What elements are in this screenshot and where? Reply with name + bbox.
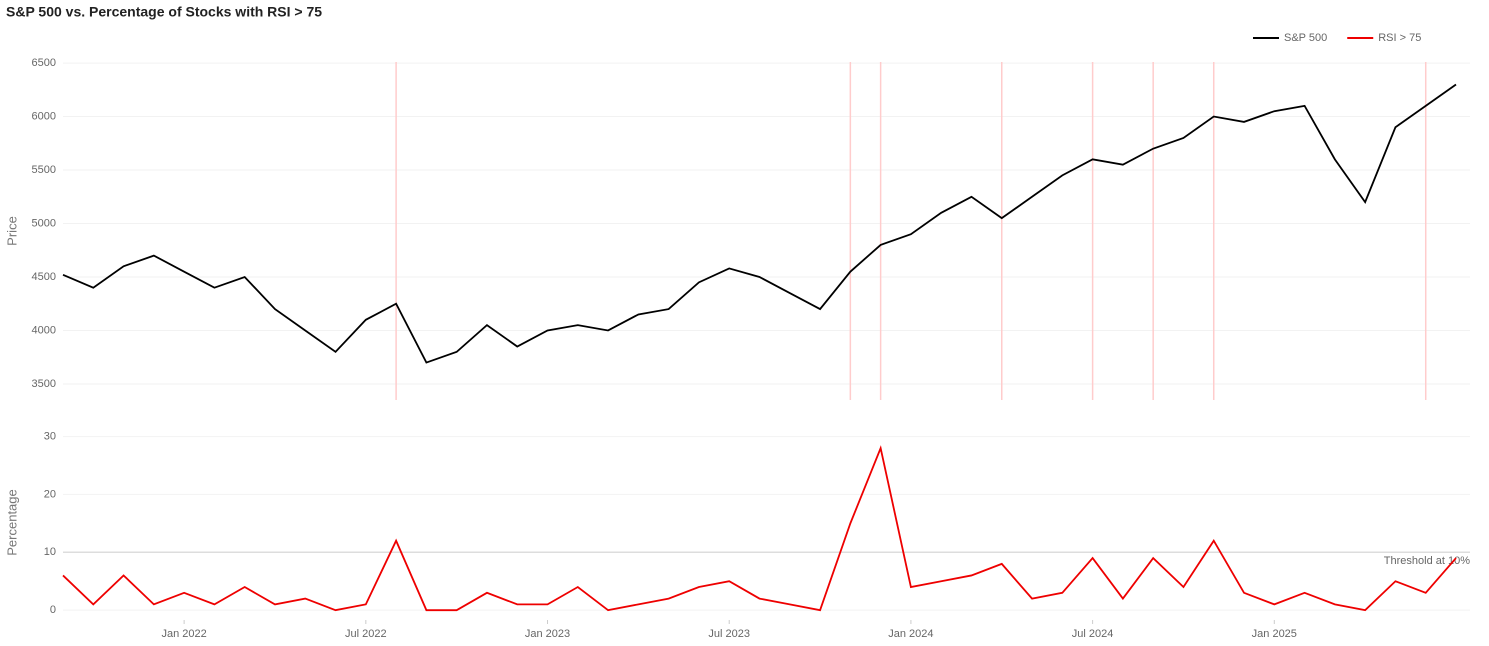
y-tick-label: 10 (44, 546, 56, 558)
threshold-label: Threshold at 10% (1384, 555, 1470, 567)
y-axis-label: Percentage (4, 489, 19, 556)
y-tick-label: 6500 (32, 57, 56, 69)
y-tick-label: 4500 (32, 271, 56, 283)
data-line (62, 83, 1457, 364)
y-tick-label: 20 (44, 488, 56, 500)
y-tick-label: 6000 (32, 110, 56, 122)
y-tick-label: 4000 (32, 324, 56, 336)
x-tick-label: Jan 2024 (888, 628, 933, 640)
y-tick-label: 0 (50, 604, 56, 616)
y-tick-label: 3500 (32, 378, 56, 390)
x-tick-label: Jan 2025 (1252, 628, 1297, 640)
x-tick-label: Jan 2022 (161, 628, 206, 640)
y-tick-label: 30 (44, 430, 56, 442)
y-axis-label: Price (4, 216, 19, 246)
x-tick-label: Jul 2023 (708, 628, 750, 640)
legend-label: RSI > 75 (1378, 32, 1421, 44)
x-tick-label: Jan 2023 (525, 628, 570, 640)
x-tick-label: Jul 2024 (1072, 628, 1114, 640)
data-line (62, 445, 1457, 612)
y-tick-label: 5000 (32, 217, 56, 229)
x-tick-label: Jul 2022 (345, 628, 387, 640)
legend-label: S&P 500 (1284, 32, 1327, 44)
chart-title: S&P 500 vs. Percentage of Stocks with RS… (6, 4, 322, 20)
y-tick-label: 5500 (32, 164, 56, 176)
